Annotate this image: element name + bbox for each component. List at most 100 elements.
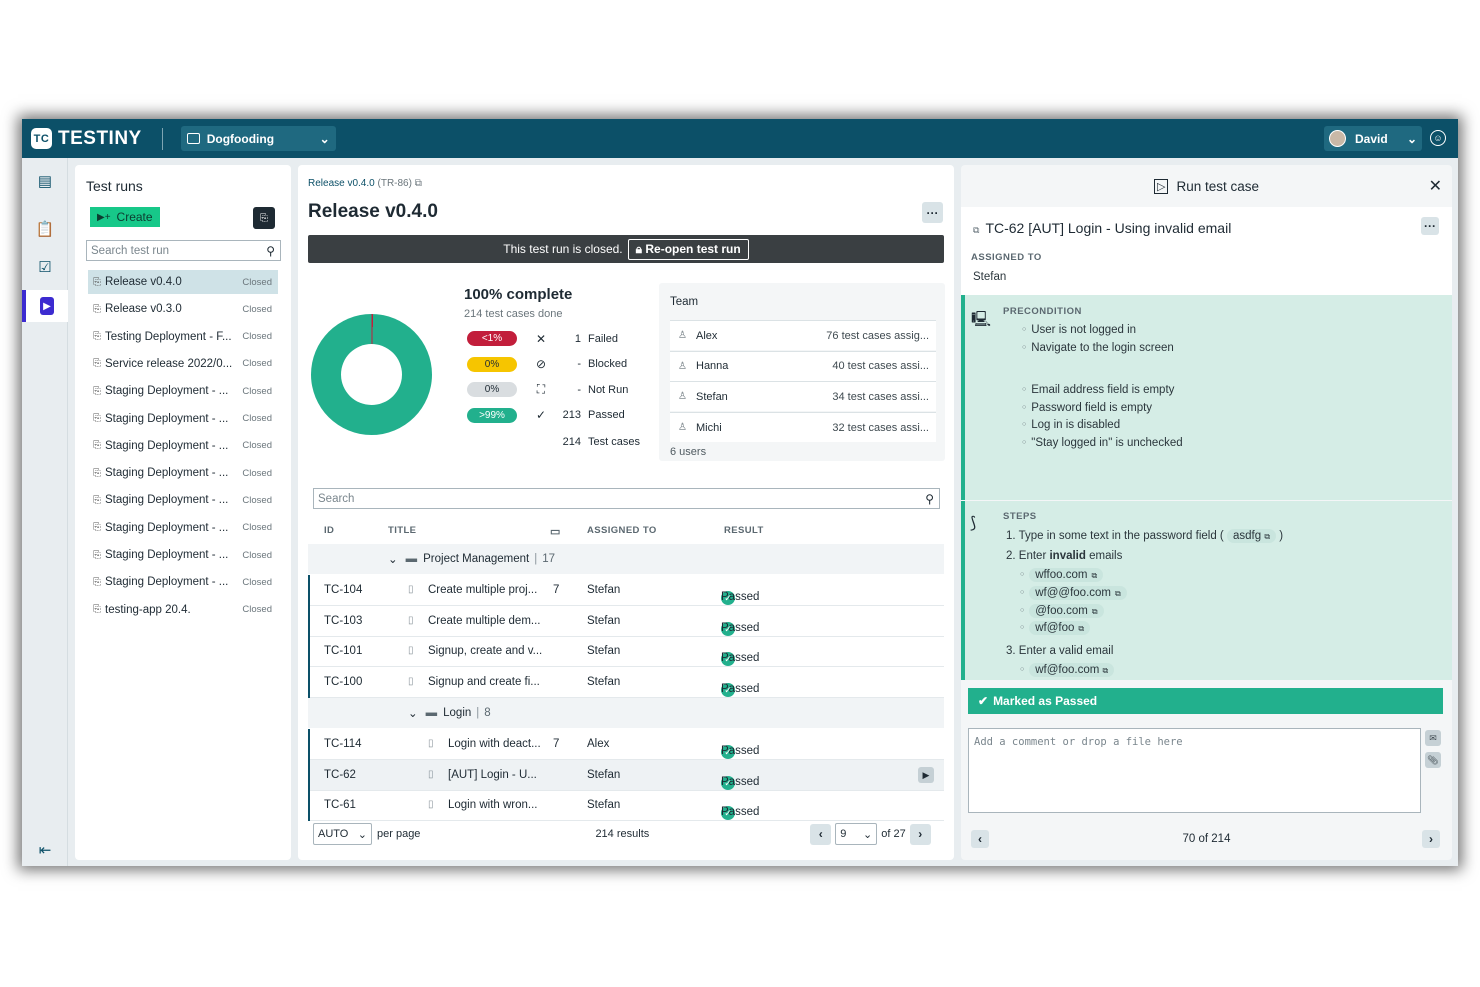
email-code: @foo.com ⧉ — [1029, 603, 1104, 618]
team-member-row[interactable]: ♙ Alex 76 test cases assig... — [670, 320, 936, 350]
run-item[interactable]: ⎘ Release v0.3.0 Closed — [88, 297, 278, 321]
table-row[interactable]: TC-103 ▯ Create multiple dem... Stefan ✓ Pass… — [308, 605, 944, 637]
logo[interactable]: TC TESTINY — [31, 128, 142, 150]
table-row[interactable]: TC-62 ▯ [AUT] Login - U... Stefan ✓ Passed ▶ — [308, 759, 944, 791]
page-value: 9 — [840, 828, 847, 840]
run-item[interactable]: ⎘ Testing Deployment - F... Closed — [88, 325, 278, 349]
table-row[interactable]: TC-101 ▯ Signup, create and v... Stefan ✓ Pas… — [308, 636, 944, 668]
result-label: Passed — [721, 591, 760, 603]
result-label: Passed — [721, 806, 760, 819]
chevron-down-icon: ⌄ — [319, 131, 330, 146]
steps-section: ⟆ STEPS 1. Type in some text in the pass… — [961, 501, 1452, 680]
open-case-icon[interactable]: ▶ — [918, 766, 934, 783]
breadcrumb[interactable]: Release v0.4.0 (TR-86) ⧉ — [308, 178, 422, 189]
search-input[interactable]: Search ⚲ — [313, 488, 940, 509]
run-icon: ⎘ — [93, 358, 101, 370]
table-header: ID TITLE ▭ ASSIGNED TO RESULT — [324, 525, 944, 539]
copy-icon[interactable]: ⧉ — [1115, 588, 1121, 598]
copy-icon[interactable]: ⧉ — [1102, 666, 1109, 675]
person-icon: ♙ — [678, 422, 687, 434]
marked-passed-button[interactable]: ✔ Marked as Passed — [968, 688, 1443, 714]
result-label: Passed — [721, 621, 760, 634]
person-icon: ♙ — [678, 391, 687, 403]
user-menu[interactable]: David ⌄ — [1324, 126, 1422, 151]
workspace-selector[interactable]: Dogfooding ⌄ — [180, 126, 336, 151]
test-runs-icon[interactable]: ▶ — [22, 290, 68, 322]
run-icon: ⎘ — [93, 576, 101, 588]
run-item[interactable]: ⎘ Staging Deployment - ... Closed — [88, 407, 278, 431]
next-page-button[interactable]: › — [909, 823, 931, 845]
test-plans-icon[interactable]: ☑ — [38, 259, 52, 276]
nav-rail: ▤ 📋 ☑ ▶ ⇤ — [22, 158, 68, 866]
comment-field[interactable]: Add a comment or drop a file here — [968, 728, 1421, 813]
case-icon: ▯ — [408, 645, 414, 657]
folder-row[interactable]: ⌄ ▬ Project Management | 17 — [308, 544, 944, 574]
run-icon: ⎘ — [93, 440, 101, 452]
copy-icon[interactable]: ⧉ — [1078, 624, 1085, 634]
run-icon: ⎘ — [93, 303, 101, 315]
import-icon[interactable]: ⎘ — [253, 207, 275, 229]
run-name: Release v0.3.0 — [105, 303, 182, 316]
feedback-smiley-icon[interactable]: ☺ — [1430, 130, 1446, 146]
assigned-to: Stefan — [587, 799, 621, 812]
table-row[interactable]: TC-104 ▯ Create multiple proj... 7 Stefan ✓ Pa… — [308, 575, 944, 606]
folder-row[interactable]: ⌄ ▬ Login | 8 — [308, 698, 944, 728]
cases-done: 214 test cases done — [464, 308, 563, 320]
case-more-button[interactable]: ··· — [1421, 217, 1439, 235]
member-assigned: 34 test cases assi... — [832, 390, 929, 403]
case-id: TC-101 — [324, 645, 363, 658]
page-select[interactable]: 9 ⌄ — [835, 823, 878, 845]
send-comment-icon[interactable]: ✉ — [1425, 730, 1441, 746]
folder-name: Login — [443, 707, 472, 719]
col-title[interactable]: TITLE — [388, 525, 417, 536]
reopen-label: Re-open test run — [645, 241, 741, 256]
run-status: Closed — [242, 331, 272, 343]
col-id[interactable]: ID — [324, 525, 335, 536]
run-status: Closed — [242, 467, 272, 479]
precondition-item: Email address field is empty — [1022, 384, 1174, 396]
assigned-value: Stefan — [973, 271, 1007, 283]
page-size-select[interactable]: AUTO ⌄ — [313, 823, 372, 845]
copy-icon[interactable]: ⧉ — [1091, 571, 1098, 580]
email-text: wf@@foo.com — [1035, 586, 1111, 599]
create-button[interactable]: ▶+ Create — [90, 207, 160, 227]
check-circle-icon: ✓ — [721, 621, 735, 636]
prev-page-button[interactable]: ‹ — [810, 823, 832, 845]
copy-icon[interactable]: ⧉ — [1091, 606, 1098, 616]
workspace-icon — [186, 133, 200, 144]
copy-icon[interactable]: ⧉ — [1264, 532, 1271, 541]
team-member-row[interactable]: ♙ Stefan 34 test cases assi... — [670, 381, 936, 412]
table-row[interactable]: TC-100 ▯ Signup and create fi... Stefan ✓ Pas… — [308, 667, 944, 699]
run-status: Closed — [242, 358, 272, 370]
collapse-sidebar-icon[interactable]: ⇤ — [38, 842, 52, 859]
test-cases-icon[interactable]: 📋 — [35, 221, 55, 238]
run-item[interactable]: ⎘ Staging Deployment - ... Closed — [88, 434, 278, 458]
run-item[interactable]: ⎘ Release v0.4.0 Closed — [88, 270, 278, 294]
stat-label: Failed — [588, 332, 618, 345]
attach-file-icon[interactable]: 📎︎ — [1425, 752, 1441, 768]
col-result[interactable]: RESULT — [724, 525, 764, 536]
run-item[interactable]: ⎘ Service release 2022/0... Closed — [88, 352, 278, 376]
more-options-button[interactable]: ··· — [922, 202, 943, 223]
team-member-row[interactable]: ♙ Hanna 40 test cases assi... — [670, 350, 936, 381]
marked-label: Marked as Passed — [993, 694, 1098, 708]
col-assigned[interactable]: ASSIGNED TO — [587, 525, 657, 536]
run-item[interactable]: ⎘ Staging Deployment - ... Closed — [88, 488, 278, 512]
team-member-row[interactable]: ♙ Michi 32 test cases assi... — [670, 412, 936, 443]
email-text: wffoo.com — [1035, 569, 1088, 581]
run-item[interactable]: ⎘ Staging Deployment - ... Closed — [88, 461, 278, 485]
reopen-button[interactable]: 🔒︎ Re-open test run — [627, 238, 749, 260]
search-test-run-input[interactable]: Search test run ⚲ — [86, 240, 281, 261]
run-item[interactable]: ⎘ Staging Deployment - ... Closed — [88, 543, 278, 567]
run-item[interactable]: ⎘ testing-app 20.4. Closed — [88, 598, 278, 622]
dashboard-icon[interactable]: ▤ — [37, 173, 53, 190]
close-icon[interactable]: ✕ — [1428, 178, 1442, 195]
prev-case-button[interactable]: ‹ — [971, 830, 989, 848]
run-item[interactable]: ⎘ Staging Deployment - ... Closed — [88, 379, 278, 403]
run-item[interactable]: ⎘ Staging Deployment - ... Closed — [88, 570, 278, 594]
next-case-button[interactable]: › — [1422, 830, 1440, 848]
table-row[interactable]: TC-114 ▯ Login with deact... 7 Alex ✓ Passed — [308, 729, 944, 760]
table-row[interactable]: TC-61 ▯ Login with wron... Stefan ✓ Passed — [308, 790, 944, 822]
run-item[interactable]: ⎘ Staging Deployment - ... Closed — [88, 516, 278, 540]
step-2-c: emails — [1085, 550, 1123, 562]
